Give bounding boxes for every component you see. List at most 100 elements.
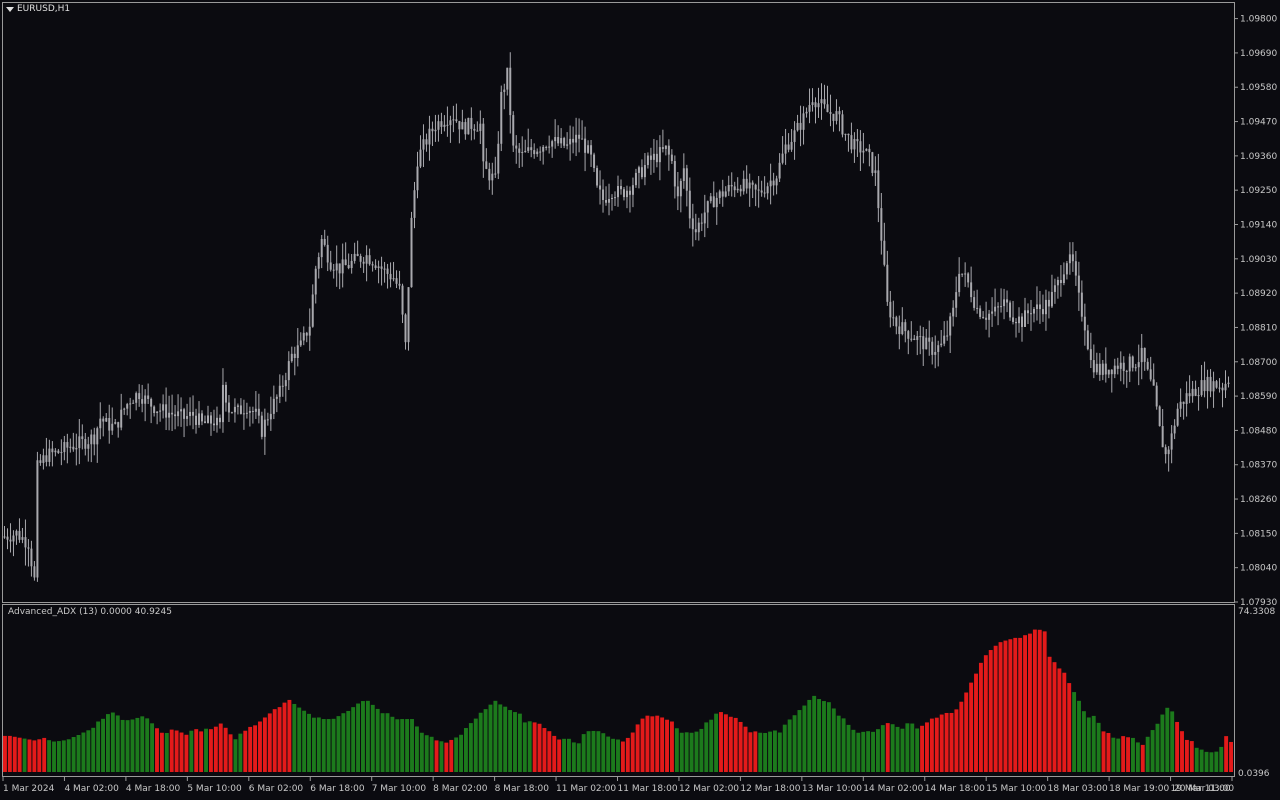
candle-body: [904, 322, 907, 332]
adx-bar-bullish: [56, 741, 61, 772]
candle-body: [81, 436, 84, 440]
adx-bar-bullish: [341, 713, 346, 772]
candle-body: [257, 408, 260, 416]
adx-bar-bullish: [772, 730, 777, 772]
candle-body: [314, 268, 317, 295]
candle-body: [1224, 383, 1227, 391]
adx-bar-bullish: [424, 735, 429, 772]
adx-bar-bullish: [871, 731, 875, 772]
candle-body: [997, 306, 1000, 308]
candle-body: [868, 148, 871, 153]
dropdown-arrow-icon[interactable]: [6, 6, 14, 12]
candle-body: [233, 406, 236, 413]
candle-body: [206, 415, 209, 423]
candle-body: [862, 150, 865, 153]
adx-bar-bearish: [1018, 637, 1023, 772]
candle-body: [622, 189, 625, 198]
candle-body: [195, 415, 198, 425]
candle-body: [482, 123, 485, 162]
time-axis-label: 5 Mar 10:00: [187, 784, 242, 794]
adx-bar-bullish: [851, 729, 856, 772]
candle-body: [392, 278, 395, 280]
candle-body: [1152, 379, 1155, 386]
adx-bar-bullish: [679, 732, 684, 772]
candle-body: [147, 395, 150, 399]
candle-body: [817, 103, 820, 108]
candle-body: [838, 111, 841, 115]
adx-bar-bearish: [885, 723, 890, 772]
candle-body: [1227, 382, 1230, 384]
candle-body: [646, 155, 649, 166]
adx-bar-bullish: [493, 700, 498, 772]
candle-body: [536, 151, 539, 155]
candle-body: [952, 307, 955, 317]
candle-body: [227, 402, 230, 413]
candle-body: [685, 168, 688, 191]
adx-bar-bearish: [645, 715, 650, 772]
candle-body: [1200, 380, 1203, 396]
candle-body: [724, 191, 727, 197]
candle-body: [416, 166, 419, 191]
candle-body: [1116, 365, 1119, 369]
candle-body: [431, 128, 434, 132]
candle-body: [1044, 299, 1047, 315]
candle-body: [913, 338, 916, 341]
adx-bar-bullish: [316, 717, 321, 772]
candle-body: [967, 273, 970, 283]
candle-body: [664, 145, 667, 149]
adx-bar-bullish: [238, 733, 243, 772]
candle-body: [557, 137, 560, 144]
candle-body: [434, 129, 437, 132]
adx-bar-bullish: [861, 731, 866, 772]
chart-window-title[interactable]: EURUSD,H1: [6, 4, 70, 14]
candle-body: [488, 168, 491, 181]
candle-body: [413, 190, 416, 218]
time-axis-label: 1 Mar 2024: [3, 784, 55, 794]
candle-body: [922, 336, 925, 350]
adx-bar-bullish: [880, 725, 885, 772]
candle-body: [584, 138, 587, 153]
price-axis-label: 1.08920: [1240, 289, 1277, 299]
adx-bar-bearish: [665, 719, 669, 772]
candle-body: [1015, 321, 1018, 324]
adx-bar-bullish: [1209, 752, 1214, 772]
candle-body: [811, 102, 814, 106]
adx-bar-bullish: [817, 699, 822, 772]
candle-body: [619, 186, 622, 190]
candle-body: [841, 114, 844, 135]
candle-body: [224, 384, 227, 403]
adx-bar-bearish: [625, 737, 630, 772]
candle-body: [655, 153, 658, 163]
candle-body: [407, 287, 410, 343]
price-axis-label: 1.09580: [1240, 83, 1277, 93]
adx-bar-bearish: [552, 735, 557, 772]
candle-body: [832, 113, 835, 121]
candle-body: [153, 406, 156, 413]
price-axis-label: 1.09250: [1240, 186, 1277, 196]
candle-body: [362, 261, 365, 264]
adx-bar-bearish: [1180, 731, 1184, 772]
candle-body: [1146, 361, 1149, 370]
candle-body: [60, 452, 63, 454]
candle-body: [611, 197, 614, 200]
candle-body: [730, 184, 733, 187]
candle-body: [132, 402, 135, 404]
candle-body: [608, 199, 611, 203]
adx-bar-bearish: [635, 724, 640, 772]
candle-body: [1107, 369, 1110, 375]
price-axis-label: 1.07930: [1240, 598, 1277, 608]
candle-body: [751, 182, 754, 185]
candle-body: [949, 316, 952, 336]
candle-body: [1071, 254, 1074, 262]
candle-body: [120, 409, 123, 428]
candle-body: [464, 122, 467, 135]
candle-body: [287, 361, 290, 381]
candle-body: [144, 395, 147, 404]
adx-bar-bullish: [596, 731, 601, 772]
indicator-pane: [2, 604, 1235, 777]
candle-body: [437, 121, 440, 130]
candle-body: [1024, 310, 1027, 327]
adx-bar-bullish: [777, 732, 782, 772]
candle-body: [718, 191, 721, 198]
adx-bar-bullish: [1072, 692, 1077, 772]
